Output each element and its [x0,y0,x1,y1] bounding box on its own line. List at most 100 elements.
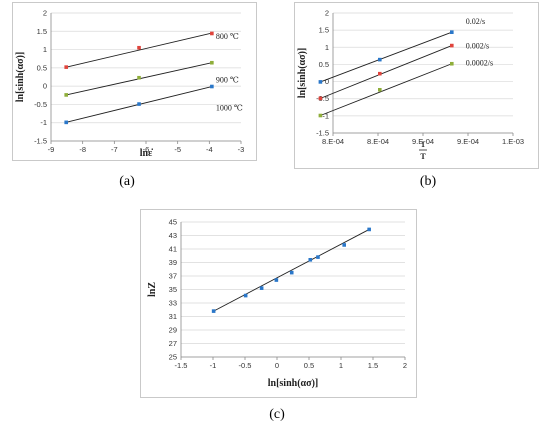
data-point [210,60,214,65]
data-point [289,270,294,275]
x-tick-label: -1 [210,361,217,370]
x-tick-label: -7 [111,145,118,154]
series-label: 1000 ℃ [216,104,243,113]
data-point [450,43,454,48]
x-tick-label: 8.E-04 [322,137,344,146]
data-point [137,75,141,80]
data-point [378,71,382,76]
y-tick-label: 35 [169,285,177,294]
x-tick-label: 1 [339,361,343,370]
data-point [342,243,346,247]
chart-panel-c: 25 27 29 31 33 35 37 39 41 43 45 -1.5 -1 -0.5 0 0.5 1 1.5… [140,209,417,398]
caption-a: (a) [119,174,135,189]
fit-line-0-02-s [320,31,452,83]
y-tick-label: 43 [169,231,177,240]
series-label: 800 ℃ [216,32,239,41]
x-tick-label: 0.5 [304,361,314,370]
fit-line-series [213,229,370,312]
y-tick-label: 2 [325,9,329,18]
caption-b: (b) [419,174,437,189]
y-tick-label: 1 [325,43,329,52]
data-point [64,93,68,97]
data-point [64,65,68,69]
series-label: 0.002/s [466,42,489,51]
x-tick-label: -1.5 [175,361,188,370]
y-tick-label: 25 [169,353,177,362]
x-axis-title-denominator: T [420,152,426,161]
data-point [211,309,216,313]
y-axis-title: ln[sinh(ασ)] [15,52,26,102]
data-point [137,102,141,106]
y-tick-label: 31 [169,312,177,321]
x-axis-title: ln[sinh(ασ)] [268,378,318,389]
data-point [64,120,68,125]
data-point [274,278,279,282]
x-tick-label: -9 [48,145,55,154]
x-tick-label: -3 [238,145,245,154]
x-axis-title-numerator: 1 [421,140,425,149]
y-tick-label: 39 [169,258,177,267]
y-tick-label: 1.5 [319,26,329,35]
x-tick-label: -4 [206,145,213,154]
data-point [318,80,323,84]
y-tick-label: -1 [322,111,329,120]
x-axis-title: lnε̇ [140,148,154,159]
x-tick-label: -0.5 [239,361,252,370]
y-tick-label: 45 [169,218,177,227]
data-point [450,30,454,34]
y-tick-label: 2 [43,9,47,18]
y-tick-label: 0 [325,77,329,86]
y-tick-label: 27 [169,339,177,348]
chart-panel-a: -1.5 -1 -0.5 0 0.5 1 1.5 2 -9 -8 -7 -6 -5 -4 -3 lnε̇ ln[… [12,2,257,161]
y-tick-label: 41 [169,245,177,254]
data-point [308,258,313,262]
data-point [243,293,248,298]
series-label: 0.02/s [466,17,485,26]
x-tick-label: 1.5 [368,361,378,370]
y-tick-label: 29 [169,326,177,335]
data-point [318,113,323,118]
data-point [367,227,371,232]
series-label: 0.0002/s [466,59,493,68]
chart-b-svg: -1.5 -1 -0.5 0 0.5 1 1.5 2 8.E-04 8.E-04 9.E-04 9.E… [297,9,524,162]
x-tick-label: -5 [174,145,181,154]
y-axis-title: ln[sinh(ασ)] [297,48,308,98]
y-tick-label: 0 [43,82,47,91]
x-tick-label: -8 [79,145,86,154]
x-tick-label: 9.E-04 [412,137,434,146]
x-tick-label: 9.E-04 [457,137,479,146]
y-tick-label: -0.5 [316,94,329,103]
data-point [450,61,454,66]
fit-line-800- [66,32,212,68]
y-tick-label: -1.5 [34,137,47,146]
chart-a-svg: -1.5 -1 -0.5 0 0.5 1 1.5 2 -9 -8 -7 -6 -5 -4 -3 lnε̇ ln[… [15,9,245,160]
x-tick-label: 1.E-03 [502,137,524,146]
data-point [210,31,214,36]
y-tick-label: 1.5 [37,27,47,36]
x-tick-label: 8.E-04 [367,137,389,146]
caption-c: (c) [269,407,285,422]
x-tick-label: 0 [275,361,279,370]
series-label: 900 ℃ [216,76,239,85]
data-point [378,88,382,92]
y-tick-label: 1 [43,45,47,54]
data-point [210,84,214,89]
data-point [259,286,264,290]
y-tick-label: 0.5 [37,63,47,72]
data-point [137,45,141,50]
data-point [318,96,323,101]
chart-panel-b: -1.5 -1 -0.5 0 0.5 1 1.5 2 8.E-04 8.E-04 9.E-04 9.E… [294,2,539,169]
chart-c-svg: 25 27 29 31 33 35 37 39 41 43 45 -1.5 -1 -0.5 0 0.5 1 1.5… [147,218,407,390]
x-tick-label: 2 [403,361,407,370]
y-tick-label: 33 [169,299,177,308]
x-tick-label: -6 [143,145,150,154]
y-tick-label: -0.5 [34,100,47,109]
y-tick-label: 37 [169,272,177,281]
y-tick-label: -1.5 [316,129,329,138]
data-point [316,255,320,259]
data-point [378,57,382,62]
y-tick-label: -1 [40,118,47,127]
fit-line-0-0002-s [320,63,452,116]
fit-line-0-002-s [320,45,452,99]
y-axis-title: lnZ [147,282,158,297]
